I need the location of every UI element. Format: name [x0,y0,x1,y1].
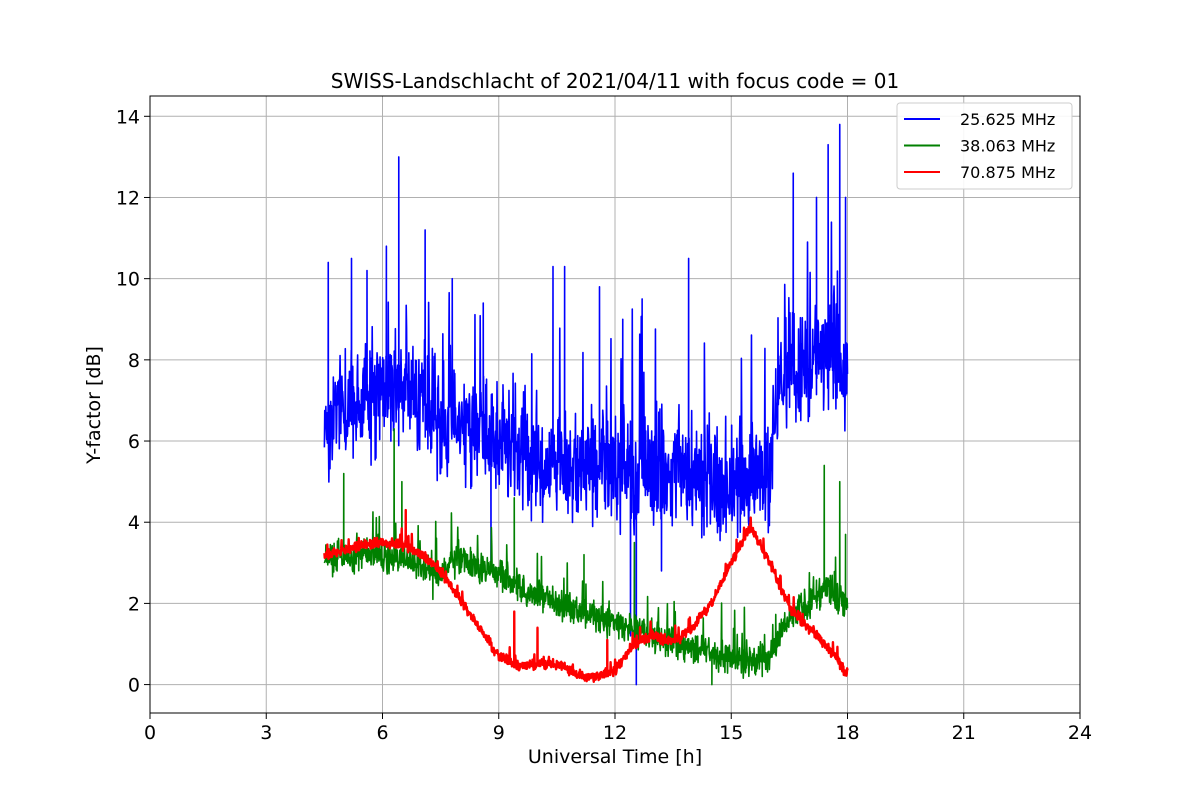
y-tick-label: 12 [116,187,140,209]
y-tick-label: 10 [116,269,140,291]
y-tick-label: 2 [128,593,140,615]
series-layer [323,123,849,686]
x-tick-label: 9 [493,722,505,744]
legend-label: 25.625 MHz [960,110,1055,129]
y-tick-label: 0 [128,675,140,697]
legend-items: 25.625 MHz 38.063 MHz 70.875 MHz [904,110,1055,182]
chart-title: SWISS-Landschlacht of 2021/04/11 with fo… [331,69,899,93]
y-tick-label: 8 [128,350,140,372]
legend: 25.625 MHz 38.063 MHz 70.875 MHz [896,102,1073,190]
x-tick-label: 24 [1068,722,1092,744]
x-tick-label: 21 [952,722,976,744]
series-line [323,508,849,684]
legend-box [896,102,1073,190]
x-tick-label: 3 [260,722,272,744]
x-axis-label: Universal Time [h] [528,746,702,768]
legend-label: 38.063 MHz [960,137,1055,156]
y-tick-label: 4 [128,512,140,534]
x-tick-label: 18 [835,722,859,744]
y-tick-label: 6 [128,431,140,453]
y-tick-label: 14 [116,106,140,128]
x-tick-label: 12 [603,722,627,744]
x-tick-label: 0 [144,722,156,744]
y-axis-label: Y-factor [dB] [83,346,105,465]
series-line [323,123,849,686]
series-line [323,428,849,686]
x-tick-label: 6 [376,722,388,744]
x-tick-label: 15 [719,722,743,744]
legend-label: 70.875 MHz [960,163,1055,182]
